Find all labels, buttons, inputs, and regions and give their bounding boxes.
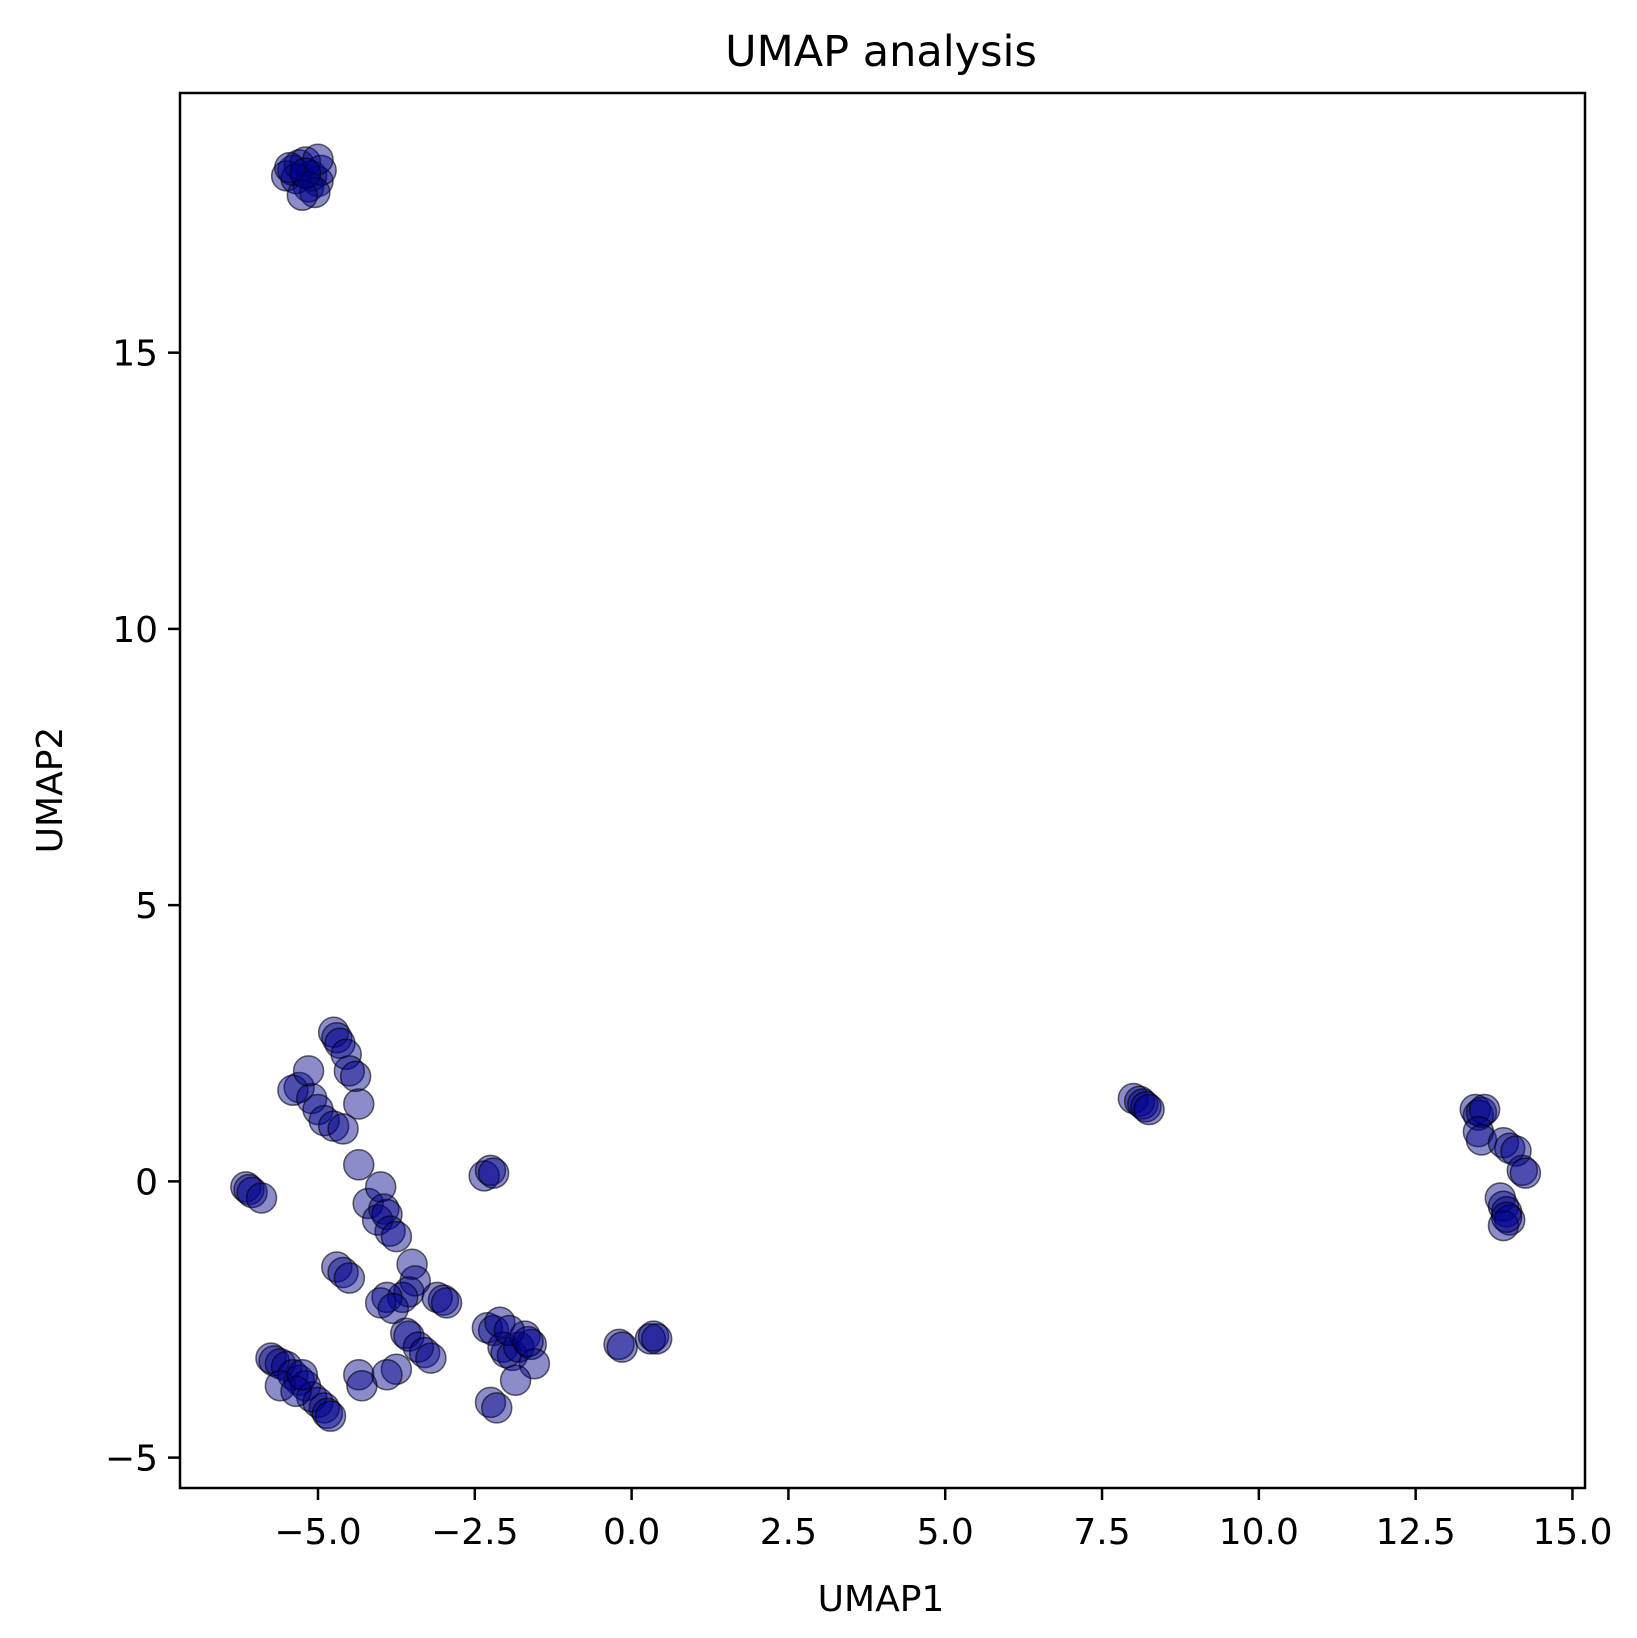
x-tick-label: 7.5 (1073, 1512, 1130, 1553)
scatter-point (371, 1281, 403, 1314)
scatter-point (321, 1021, 353, 1054)
scatter-point (1490, 1201, 1523, 1234)
x-tick-label: −2.5 (431, 1512, 518, 1553)
scatter-point (277, 1358, 309, 1391)
scatter-point (333, 1055, 366, 1087)
scatter-point (493, 1314, 526, 1347)
x-tick-label: 12.5 (1376, 1512, 1456, 1553)
scatter-point (302, 143, 334, 176)
scatter-point (299, 176, 331, 209)
x-tick-label: 10.0 (1219, 1512, 1299, 1553)
scatter-points (230, 143, 1542, 1432)
scatter-point (270, 1350, 303, 1383)
scatter-point (499, 1364, 532, 1397)
scatter-point (327, 1113, 359, 1145)
scatter-point (402, 1331, 435, 1363)
scatter-point (302, 1093, 334, 1126)
scatter-point (408, 1336, 441, 1369)
scatter-point (430, 1287, 463, 1319)
y-tick-label: −5 (105, 1439, 158, 1480)
chart-title: UMAP analysis (725, 27, 1037, 77)
scatter-point (477, 1157, 510, 1189)
scatter-point (380, 1353, 413, 1385)
plot-frame (178, 91, 1587, 1490)
x-axis-ticks: −5.0 −2.5 0.0 2.5 5.0 7.5 10.0 12.5 15.0 (274, 1488, 1613, 1553)
scatter-point (343, 1149, 375, 1181)
x-tick-label: 15.0 (1532, 1512, 1612, 1553)
scatter-point (512, 1325, 544, 1358)
y-axis-ticks: −5 0 5 10 15 (105, 334, 180, 1480)
scatter-point (280, 1375, 312, 1408)
x-tick-label: 0.0 (603, 1512, 660, 1553)
scatter-point (640, 1323, 673, 1355)
scatter-point (314, 1400, 347, 1432)
scatter-point (339, 1060, 372, 1093)
scatter-point (343, 1358, 375, 1391)
scatter-point (333, 1262, 366, 1294)
scatter-point (377, 1292, 410, 1325)
scatter-point (286, 1358, 319, 1391)
scatter-point (292, 1055, 325, 1087)
y-axis-label: UMAP2 (30, 727, 71, 854)
scatter-point (1133, 1093, 1165, 1126)
y-tick-label: 15 (112, 334, 158, 375)
scatter-point (396, 1248, 428, 1280)
scatter-point (308, 1392, 341, 1424)
x-axis-label: UMAP1 (818, 1579, 945, 1620)
scatter-point (346, 1370, 378, 1402)
y-tick-label: 5 (135, 886, 158, 927)
scatter-point (481, 1392, 513, 1424)
x-tick-label: 2.5 (760, 1512, 817, 1553)
scatter-point (484, 1306, 516, 1339)
scatter-point (380, 1220, 413, 1253)
scatter-point (327, 1256, 359, 1289)
scatter-point (308, 1104, 341, 1137)
scatter-point (399, 1265, 431, 1297)
scatter-point (606, 1331, 638, 1363)
scatter-point (1509, 1157, 1542, 1189)
scatter-point (236, 1176, 268, 1209)
y-tick-label: 0 (135, 1162, 158, 1203)
scatter-point (289, 1370, 322, 1402)
x-tick-label: 5.0 (917, 1512, 974, 1553)
scatter-point (283, 1364, 315, 1397)
scatter-point (245, 1182, 278, 1214)
x-tick-label: −5.0 (274, 1512, 361, 1553)
scatter-point (321, 1251, 353, 1283)
scatter-point (289, 157, 322, 189)
scatter-point (474, 1386, 507, 1419)
scatter-point (502, 1331, 535, 1363)
scatter-point (343, 1088, 375, 1120)
scatter-point (374, 1215, 406, 1247)
y-tick-label: 10 (112, 610, 158, 651)
scatter-point (415, 1342, 447, 1374)
